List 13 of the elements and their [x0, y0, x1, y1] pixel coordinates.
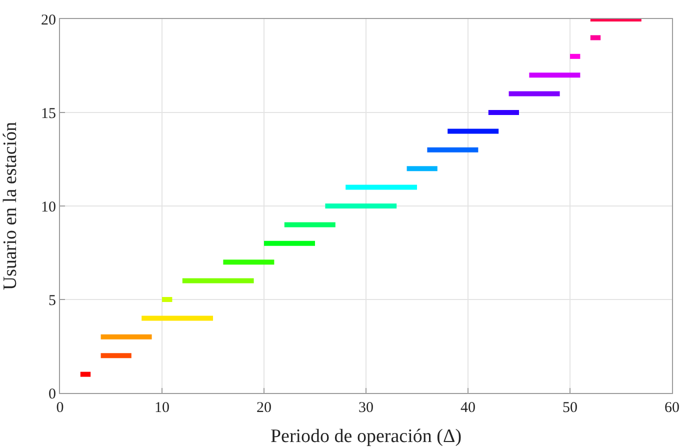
x-axis-title: Periodo de operación (Δ): [270, 426, 462, 447]
x-tick-label: 10: [154, 400, 170, 416]
y-tick-label: 20: [41, 12, 56, 28]
y-axis-title: Usuario en la estación: [0, 121, 21, 290]
y-tick-label: 0: [48, 386, 56, 402]
y-tick-label: 10: [41, 199, 56, 216]
x-tick-label: 40: [460, 400, 476, 416]
x-tick-label: 50: [562, 400, 578, 416]
y-tick-label: 5: [48, 292, 56, 309]
x-tick-label: 20: [256, 400, 272, 416]
x-tick-label: 60: [664, 400, 680, 416]
x-tick-label: 30: [358, 400, 374, 416]
y-tick-label: 15: [41, 106, 56, 122]
